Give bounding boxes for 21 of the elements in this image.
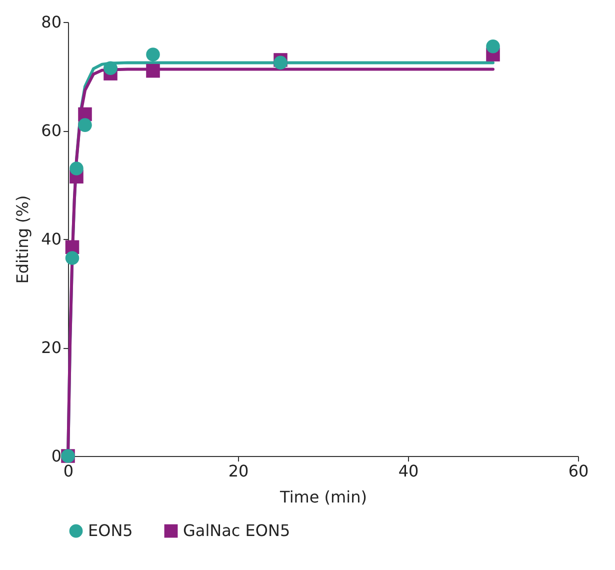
- legend-label: EON5: [88, 521, 133, 540]
- point: [274, 56, 288, 70]
- point: [65, 251, 80, 265]
- x-tick-label: 20: [228, 462, 249, 480]
- y-tick-label: 60: [41, 121, 62, 140]
- x-tick-label: 60: [568, 462, 589, 480]
- x-axis-title: Time (min): [279, 488, 367, 506]
- point: [70, 162, 84, 176]
- y-tick-label: 20: [41, 338, 62, 357]
- point: [104, 61, 118, 75]
- point: [486, 40, 500, 54]
- x-tick-label: 40: [398, 462, 419, 480]
- y-tick-label: 40: [41, 230, 62, 248]
- y-axis-title: Editing (%): [13, 195, 32, 284]
- legend-label: GalNac EON5: [183, 521, 290, 540]
- y-tick-label: 80: [41, 12, 62, 32]
- y-tick-label: 0: [51, 446, 62, 466]
- x-tick-label: 0: [63, 462, 74, 480]
- point: [78, 118, 92, 132]
- point: [146, 48, 160, 62]
- point: [146, 64, 160, 78]
